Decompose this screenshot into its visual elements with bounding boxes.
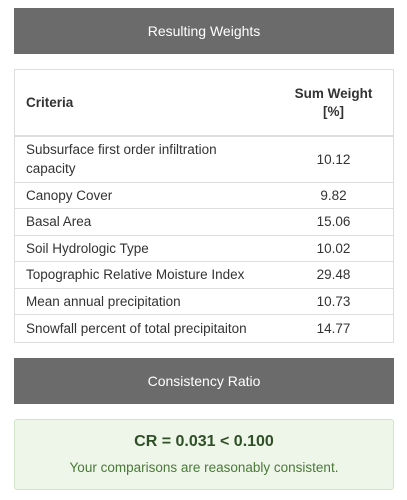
- criteria-cell: Canopy Cover: [15, 181, 274, 209]
- table-row: Soil Hydrologic Type 10.02: [15, 234, 393, 262]
- criteria-column-header: Criteria: [15, 70, 274, 137]
- cr-status-message: Your comparisons are reasonably consiste…: [69, 460, 339, 475]
- consistency-ratio-title: Consistency Ratio: [147, 373, 261, 389]
- table-row: Canopy Cover 9.82: [15, 181, 393, 209]
- weight-cell: 10.02: [274, 234, 393, 262]
- weight-cell: 29.48: [274, 261, 393, 288]
- weight-cell: 9.82: [274, 181, 393, 209]
- criteria-cell: Snowfall percent of total precipitaiton: [15, 314, 274, 341]
- table-header-row: Criteria Sum Weight [%]: [15, 70, 393, 137]
- table-row: Basal Area 15.06: [15, 208, 393, 235]
- consistency-result-alert: CR = 0.031 < 0.100 Your comparisons are …: [14, 419, 394, 490]
- table-row: Subsurface first order infiltration capa…: [15, 136, 393, 182]
- consistency-ratio-header: Consistency Ratio: [14, 358, 394, 404]
- criteria-cell: Basal Area: [15, 208, 274, 235]
- cr-value-text: CR = 0.031 < 0.100: [134, 433, 274, 450]
- criteria-cell: Subsurface first order infiltration capa…: [26, 142, 217, 177]
- criteria-cell: Topographic Relative Moisture Index: [15, 261, 274, 288]
- table-row: Snowfall percent of total precipitaiton …: [15, 314, 393, 341]
- table-row: Topographic Relative Moisture Index 29.4…: [15, 261, 393, 288]
- criteria-cell: Mean annual precipitation: [15, 287, 274, 315]
- resulting-weights-header: Resulting Weights: [14, 8, 394, 54]
- weight-cell: 10.73: [274, 287, 393, 315]
- criteria-cell: Soil Hydrologic Type: [15, 234, 274, 262]
- weight-cell: 14.77: [274, 314, 393, 341]
- table-row: Mean annual precipitation 10.73: [15, 287, 393, 315]
- weights-table: Criteria Sum Weight [%] Subsurface first…: [15, 70, 393, 341]
- weight-cell: 10.12: [316, 151, 351, 167]
- sum-weight-column-header: Sum Weight [%]: [274, 70, 393, 137]
- resulting-weights-title: Resulting Weights: [147, 23, 261, 39]
- weight-cell: 15.06: [274, 208, 393, 235]
- weights-table-container: Criteria Sum Weight [%] Subsurface first…: [14, 69, 394, 343]
